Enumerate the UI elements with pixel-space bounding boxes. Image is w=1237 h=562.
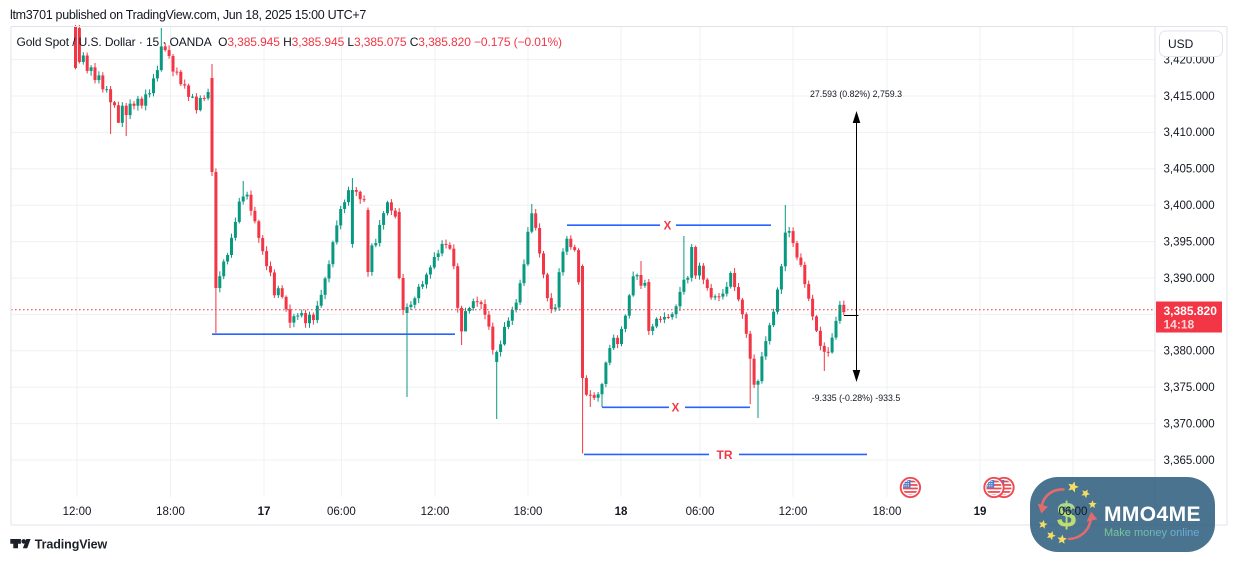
svg-text:TradingView: TradingView — [35, 538, 108, 552]
svg-text:12:00: 12:00 — [421, 506, 450, 518]
svg-text:3,365.000: 3,365.000 — [1164, 455, 1215, 467]
svg-text:3,405.000: 3,405.000 — [1164, 164, 1215, 176]
svg-text:3,400.000: 3,400.000 — [1164, 200, 1215, 212]
svg-text:18:00: 18:00 — [873, 506, 902, 518]
svg-text:27.593 (0.82%) 2,759.3: 27.593 (0.82%) 2,759.3 — [810, 89, 902, 99]
svg-text:$: $ — [1057, 496, 1076, 535]
svg-text:3,420.000: 3,420.000 — [1164, 54, 1215, 66]
svg-text:3,395.000: 3,395.000 — [1164, 236, 1215, 248]
svg-text:14:18: 14:18 — [1164, 318, 1195, 332]
svg-text:18:00: 18:00 — [514, 506, 543, 518]
svg-text:06:00: 06:00 — [327, 506, 356, 518]
svg-text:MMO4ME: MMO4ME — [1104, 503, 1201, 526]
svg-text:3,380.000: 3,380.000 — [1164, 346, 1215, 358]
svg-text:ltm3701 published on TradingVi: ltm3701 published on TradingView.com, Ju… — [10, 8, 366, 22]
svg-text:Gold Spot / U.S. Dollar · 15 ·: Gold Spot / U.S. Dollar · 15 · OANDA O3,… — [17, 35, 563, 49]
svg-text:3,385.820: 3,385.820 — [1164, 304, 1218, 318]
svg-text:19: 19 — [974, 506, 987, 518]
svg-text:USD: USD — [1168, 37, 1194, 51]
svg-text:Make money online: Make money online — [1104, 527, 1199, 539]
svg-text:3,410.000: 3,410.000 — [1164, 127, 1215, 139]
svg-text:3,375.000: 3,375.000 — [1164, 382, 1215, 394]
svg-text:-9.335 (-0.28%) -933.5: -9.335 (-0.28%) -933.5 — [812, 393, 901, 403]
svg-text:3,415.000: 3,415.000 — [1164, 91, 1215, 103]
svg-text:X: X — [672, 403, 680, 415]
svg-text:06:00: 06:00 — [1059, 506, 1088, 518]
svg-text:06:00: 06:00 — [686, 506, 715, 518]
svg-text:X: X — [664, 221, 672, 233]
svg-text:TR: TR — [717, 448, 733, 462]
svg-text:12:00: 12:00 — [779, 506, 808, 518]
svg-text:3,370.000: 3,370.000 — [1164, 418, 1215, 430]
svg-text:3,390.000: 3,390.000 — [1164, 273, 1215, 285]
svg-text:12:00: 12:00 — [63, 506, 92, 518]
svg-text:17: 17 — [258, 506, 271, 518]
svg-text:18: 18 — [615, 506, 628, 518]
svg-text:18:00: 18:00 — [156, 506, 185, 518]
